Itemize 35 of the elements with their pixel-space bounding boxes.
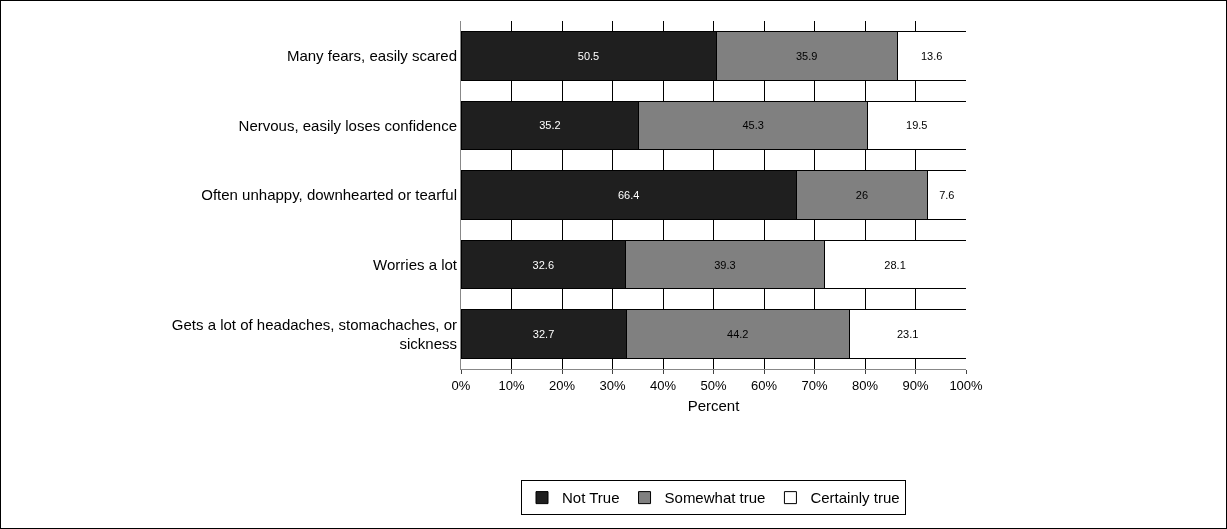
data-label: 7.6 [939, 189, 955, 201]
y-tick-label: Nervous, easily loses confidence [238, 116, 457, 134]
x-tick-label: 0% [451, 377, 471, 393]
y-tick-label: Many fears, easily scared [286, 47, 457, 65]
x-tick-label: 20% [548, 377, 576, 393]
data-label: 13.6 [920, 49, 943, 62]
data-label: 32.6 [532, 258, 555, 271]
x-tick-label: 30% [599, 377, 626, 393]
legend-label: Certainly true [810, 489, 900, 507]
data-label: 32.7 [532, 328, 555, 341]
y-tick-label: Gets a lot of headaches, stomachaches, or sickness [171, 315, 457, 353]
data-label: 26 [855, 189, 869, 201]
x-tick-label: 60% [750, 377, 778, 393]
x-tick-label: 10% [498, 377, 525, 393]
data-label: 35.2 [539, 119, 561, 132]
y-tick-label: Often unhappy, downhearted or tearful [201, 186, 457, 204]
data-label: 35.9 [795, 49, 818, 62]
legend-label: Not True [562, 489, 620, 507]
x-tick-label: 90% [902, 377, 929, 393]
data-label: 19.5 [906, 119, 928, 132]
x-tick-label: 70% [801, 377, 828, 393]
y-tick-label: Worries a lot [373, 255, 458, 273]
x-tick-label: 100% [949, 377, 984, 393]
data-label: 66.4 [617, 189, 640, 201]
data-label: 50.5 [577, 49, 600, 62]
data-label: 28.1 [884, 258, 906, 271]
legend-label: Somewhat true [664, 489, 766, 507]
x-tick-label: 80% [851, 377, 879, 393]
x-tick-label: 50% [700, 377, 727, 393]
x-tick-label: 40% [649, 377, 677, 393]
data-label: 39.3 [714, 258, 736, 271]
data-label: 23.1 [896, 328, 919, 341]
data-label: 44.2 [727, 328, 749, 341]
x-axis-title: Percent [687, 396, 741, 414]
data-label: 45.3 [742, 119, 764, 132]
